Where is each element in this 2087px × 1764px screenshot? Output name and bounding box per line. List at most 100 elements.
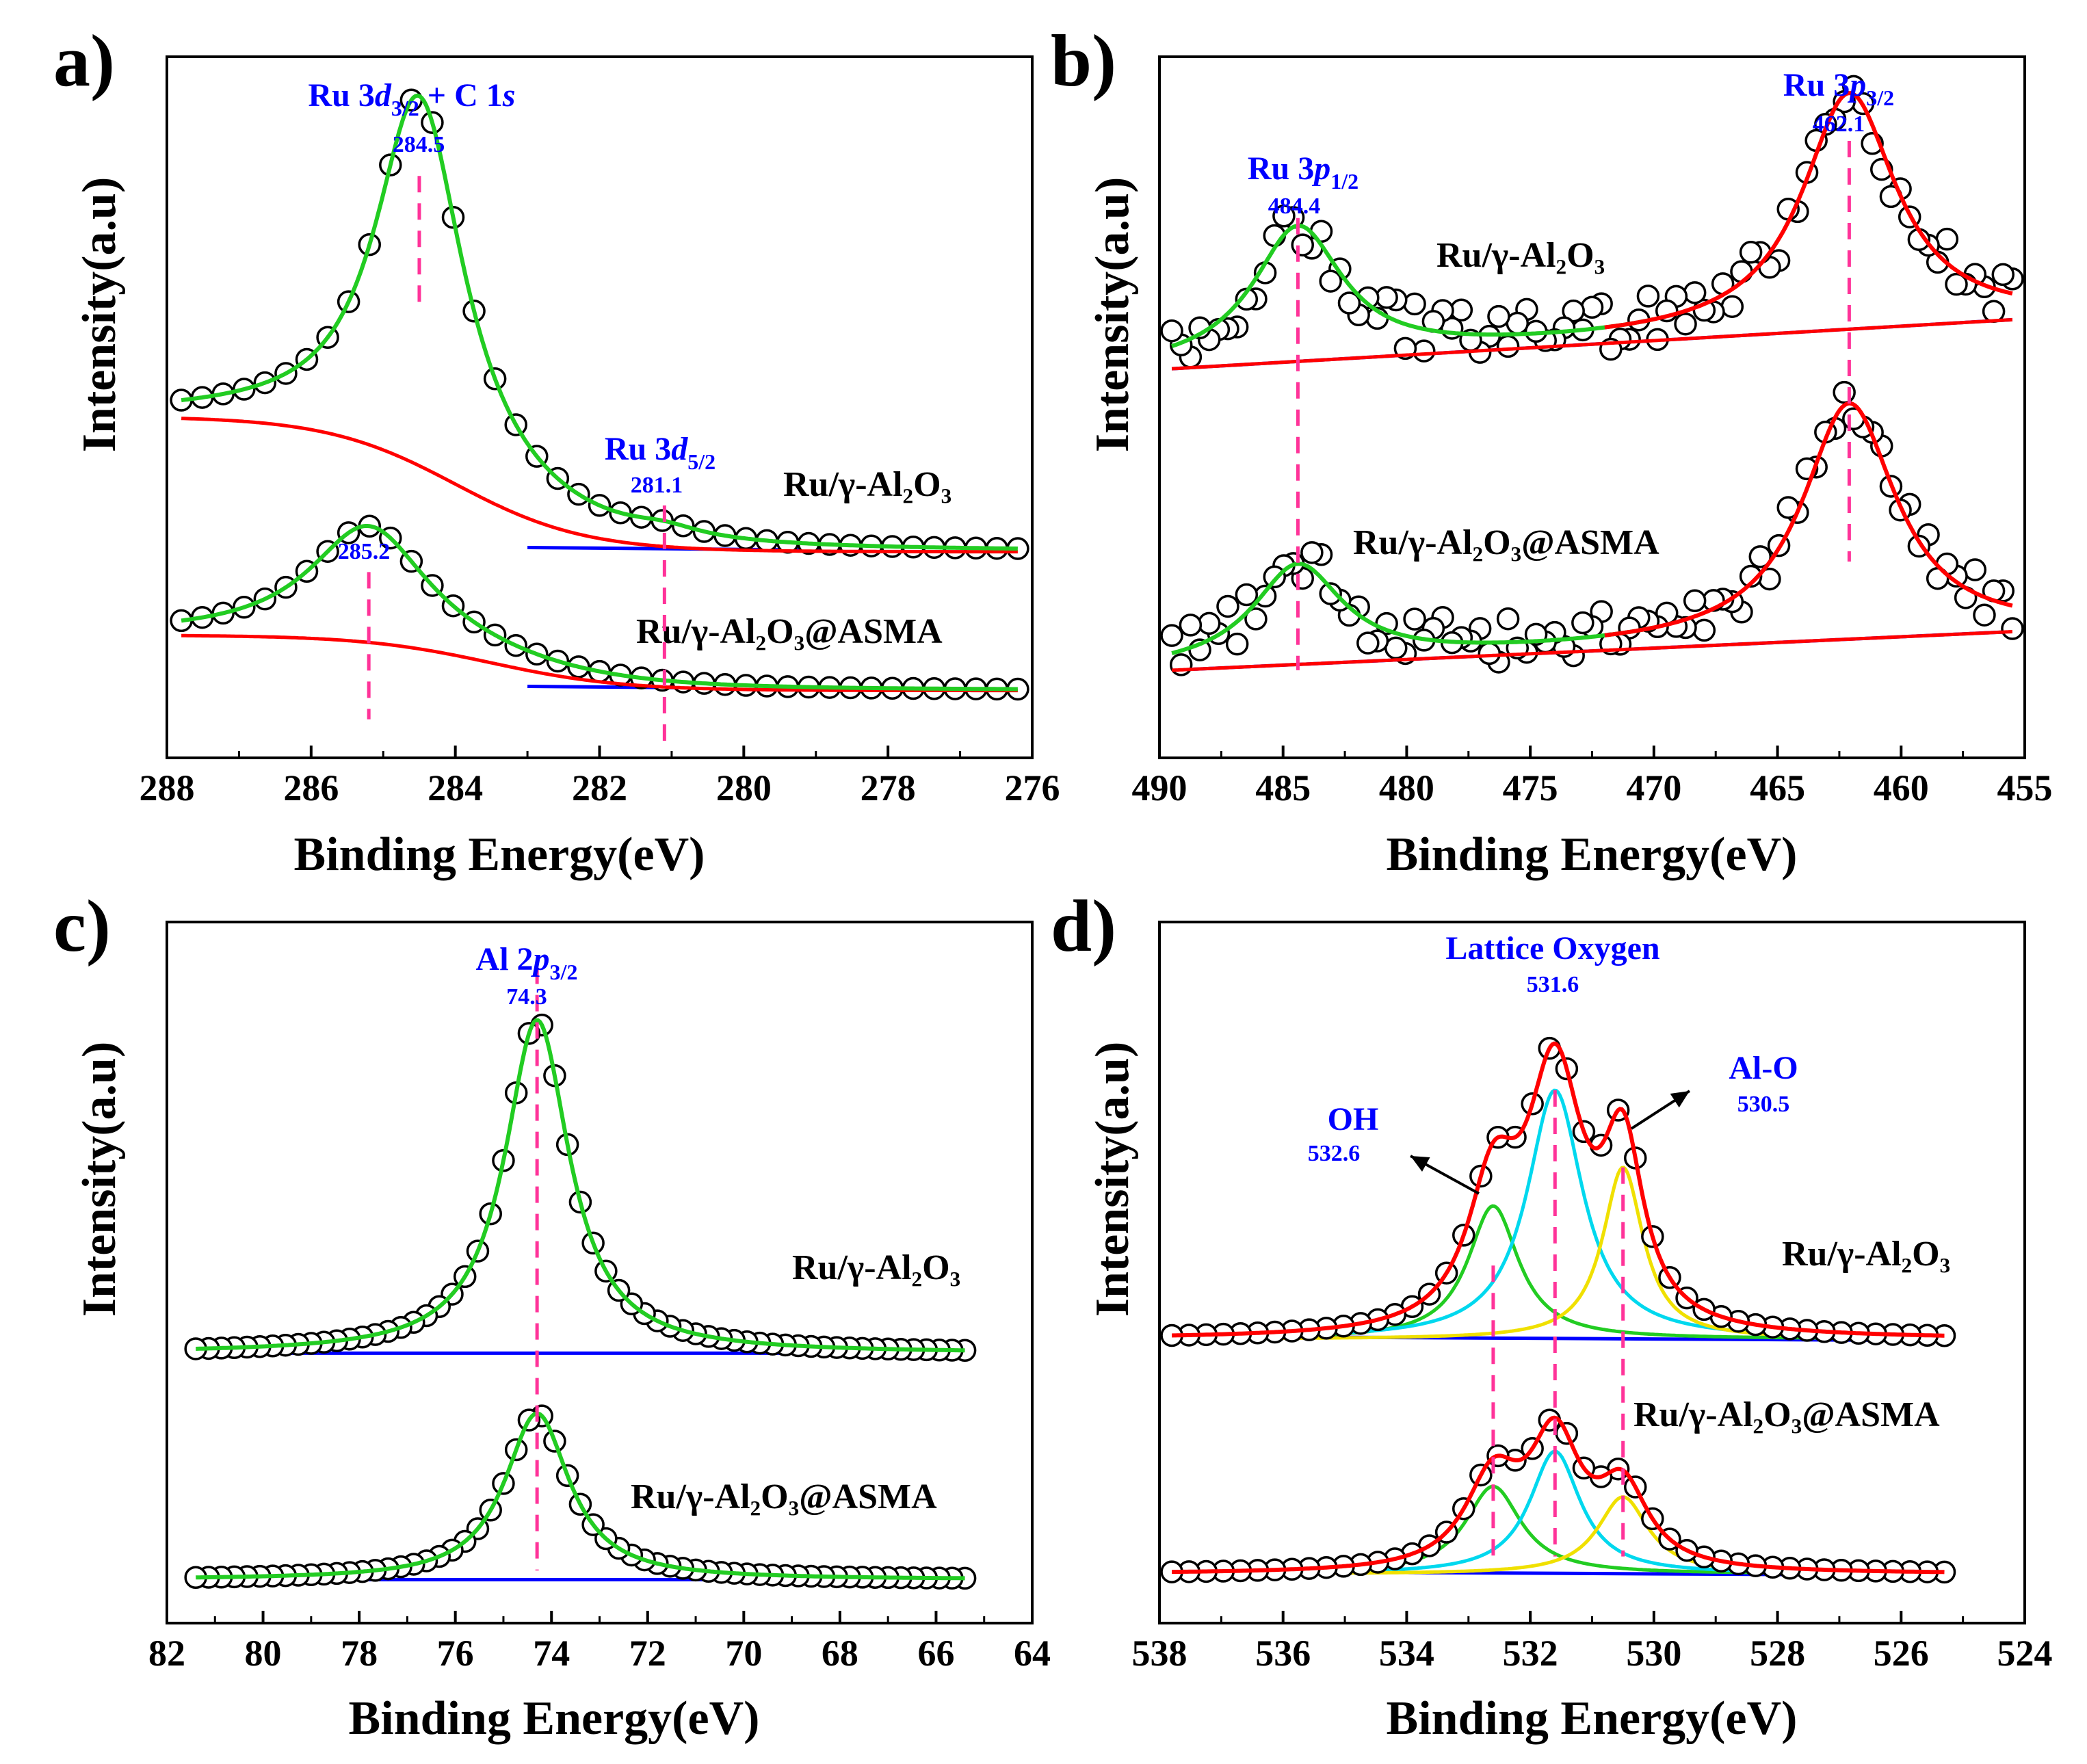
data-point [1235,583,1259,607]
data-point [1963,558,1987,581]
x-tick-label: 536 [1255,1633,1311,1674]
x-tick-label: 480 [1379,767,1434,808]
x-tick-label: 70 [725,1633,762,1674]
data-point [1720,295,1744,318]
data-point [1160,319,1183,343]
x-tick-label: 284 [428,767,483,808]
x-tick-label: 475 [1503,767,1558,808]
y-axis-title: Intensity(a.u) [73,1042,126,1317]
x-tick-label: 288 [140,767,195,808]
data-point [1833,380,1856,404]
series-1: Ru/γ-Al₂O₃@ASMA [184,1404,977,1590]
sample-label: Ru/γ-Al₂O₃@ASMA [1353,523,1659,562]
fit-curve-3p12 [1171,223,1654,349]
panel-a: a) 288 286 284 282 280 278 276 Binding Energy(eV… [53,21,1060,881]
data-point [1478,642,1501,666]
data-point [1179,614,1203,637]
peak-name-label: Al-O [1729,1050,1798,1086]
peak-name-label: OH [1328,1101,1379,1137]
x-tick-label: 278 [861,767,916,808]
sample-label: Ru/γ-Al₂O₃ [1782,1235,1950,1274]
x-tick-label: 286 [283,767,339,808]
x-axis-title: Binding Energy(eV) [349,1692,760,1745]
series-1: Ru/γ-Al₂O₃@ASMA [1160,380,2024,676]
fit-curve [181,524,1018,692]
peak-value-label: 530.5 [1737,1092,1790,1117]
fit-envelope [1172,1415,1945,1575]
x-tick-label: 485 [1255,767,1311,808]
data-point [1748,545,1772,568]
data-point [1683,589,1707,613]
series-0: Ru/γ-Al₂O₃ [184,1013,977,1363]
data-point [1973,603,1996,627]
fit-curve-3p32 [1604,91,2013,330]
x-tick-label: 538 [1132,1633,1187,1674]
background-curve [181,417,1018,554]
peak-value-label: 281.1 [631,473,683,498]
panel-label: d) [1051,886,1116,967]
x-tick-label: 530 [1626,1633,1681,1674]
data-point [1337,291,1361,315]
data-point [1935,227,1959,251]
series-0: Ru/γ-Al₂O₃ [1160,1036,1956,1347]
series-1: Ru/γ-Al₂O₃@ASMA [1160,1395,1956,1584]
data-point [1319,582,1342,605]
fit-envelope [1171,1041,1945,1338]
data-point [1580,295,1604,319]
x-axis-title: Binding Energy(eV) [1387,828,1798,881]
data-point [1833,90,1856,114]
data-point [1160,624,1183,647]
data-point [1244,607,1268,631]
data-point [1945,272,1968,296]
peak-name-label: Ru 3d5/2 [605,431,716,474]
fit-curve [196,1018,965,1353]
data-point [1272,204,1296,228]
peak-value-label: 285.2 [338,539,391,564]
y-axis-title: Intensity(a.u) [1086,177,1139,453]
data-point [1403,292,1426,316]
series-1: Ru/γ-Al₂O₃@ASMA [170,514,1029,701]
x-tick-label: 465 [1750,767,1805,808]
x-axis-title: Binding Energy(eV) [1387,1692,1798,1745]
data-point [1319,269,1342,293]
x-tick-label: 78 [341,1633,378,1674]
x-tick-label: 282 [572,767,627,808]
data-point [1197,611,1221,635]
data-point [1496,334,1520,358]
x-tick-label: 524 [1997,1633,2053,1674]
data-point [1291,233,1314,256]
peak-name-label: Al 2p3/2 [476,941,578,984]
x-tick-label: 460 [1874,767,1929,808]
data-point [1384,636,1408,660]
x-tick-label: 526 [1874,1633,1929,1674]
arrow-head [1410,1156,1430,1172]
panel-c: c) 82 80 78 76 74 72 70 68 66 64 Binding Energy(eV)… [53,886,1051,1745]
panel-d: d) 538 536 534 532 530 528 526 524 Binding Energy… [1051,886,2053,1745]
panel-label: c) [53,886,111,967]
data-point [1412,339,1436,363]
x-tick-label: 276 [1005,767,1060,808]
data-point [1487,304,1510,328]
peak-value-label: 462.1 [1813,111,1865,137]
fit-curve-3p32 [1604,401,2013,637]
peak-name-label: Ru 3p3/2 [1783,67,1894,110]
x-tick-label: 68 [822,1633,858,1674]
y-axis-title: Intensity(a.u) [1086,1042,1139,1317]
panel-b: b) 490 485 480 475 470 465 460 455 Binding Energy… [1051,21,2053,881]
data-point [2001,617,2024,640]
data-point [1692,618,1716,642]
sample-label: Ru/γ-Al₂O₃ [783,465,951,504]
data-point [1739,241,1763,264]
background-curve [1171,630,2012,672]
x-tick-label: 528 [1750,1633,1805,1674]
peak-value-label: 484.4 [1268,194,1321,219]
peak-value-label: 74.3 [506,984,547,1010]
sample-label: Ru/γ-Al₂O₃ [1436,236,1605,275]
x-tick-label: 76 [437,1633,474,1674]
x-tick-label: 280 [716,767,772,808]
x-tick-label: 66 [917,1633,954,1674]
data-point [1300,541,1324,564]
data-point [1636,285,1660,308]
data-point [1506,311,1530,335]
